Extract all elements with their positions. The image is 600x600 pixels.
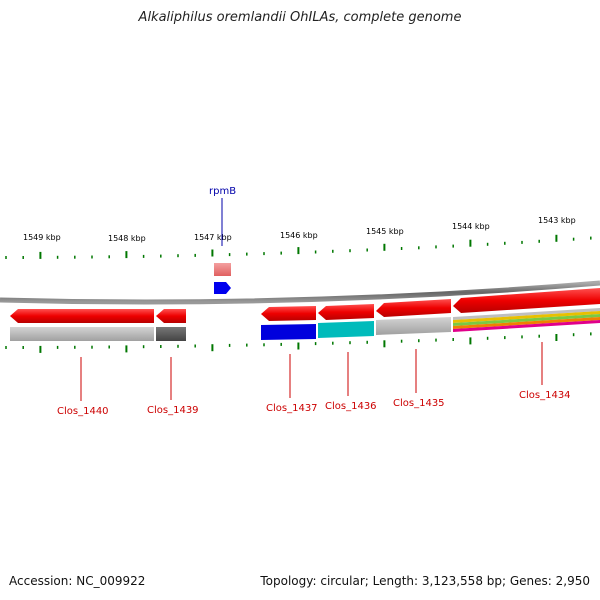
genome-summary-text: Topology: circular; Length: 3,123,558 bp… — [260, 574, 590, 588]
scale-label: 1543 kbp — [538, 216, 576, 225]
outer-scale-ticks — [5, 234, 592, 259]
gene-label[interactable]: Clos_1435 — [393, 398, 445, 409]
rna-label[interactable]: rpmB — [209, 186, 236, 197]
rpmb-gene-arrow[interactable] — [214, 282, 231, 294]
scale-label: 1549 kbp — [23, 233, 61, 242]
gene-arrow-clos-1440[interactable] — [10, 309, 154, 323]
gene-arrow-clos-1434[interactable] — [453, 288, 600, 313]
gene-arrow-clos-1439[interactable] — [156, 309, 186, 323]
rna-feature-block[interactable] — [214, 263, 231, 276]
scale-label: 1545 kbp — [366, 227, 404, 236]
gene-label[interactable]: Clos_1434 — [519, 390, 571, 401]
genome-backbone — [0, 280, 600, 305]
gene-label[interactable]: Clos_1440 — [57, 406, 109, 417]
cog-band — [156, 327, 186, 341]
genome-title: Alkaliphilus oremlandii OhILAs, complete… — [138, 10, 462, 25]
cog-band — [261, 324, 316, 340]
accession-text: Accession: NC_009922 — [9, 574, 146, 588]
scale-label: 1546 kbp — [280, 231, 318, 240]
cog-band — [318, 321, 374, 338]
cog-band — [376, 317, 451, 335]
scale-label: 1547 kbp — [194, 233, 232, 242]
scale-label: 1544 kbp — [452, 222, 490, 231]
gene-label[interactable]: Clos_1436 — [325, 401, 377, 412]
gene-arrow-clos-1436[interactable] — [318, 304, 374, 320]
gene-label[interactable]: Clos_1437 — [266, 403, 318, 414]
gene-arrow-clos-1437[interactable] — [261, 306, 316, 321]
gene-arrow-clos-1435[interactable] — [376, 299, 451, 317]
cog-multi-band — [453, 308, 600, 332]
scale-label: 1548 kbp — [108, 234, 146, 243]
cog-band — [10, 327, 154, 341]
gene-label[interactable]: Clos_1439 — [147, 405, 199, 416]
inner-scale-ticks — [5, 332, 592, 353]
